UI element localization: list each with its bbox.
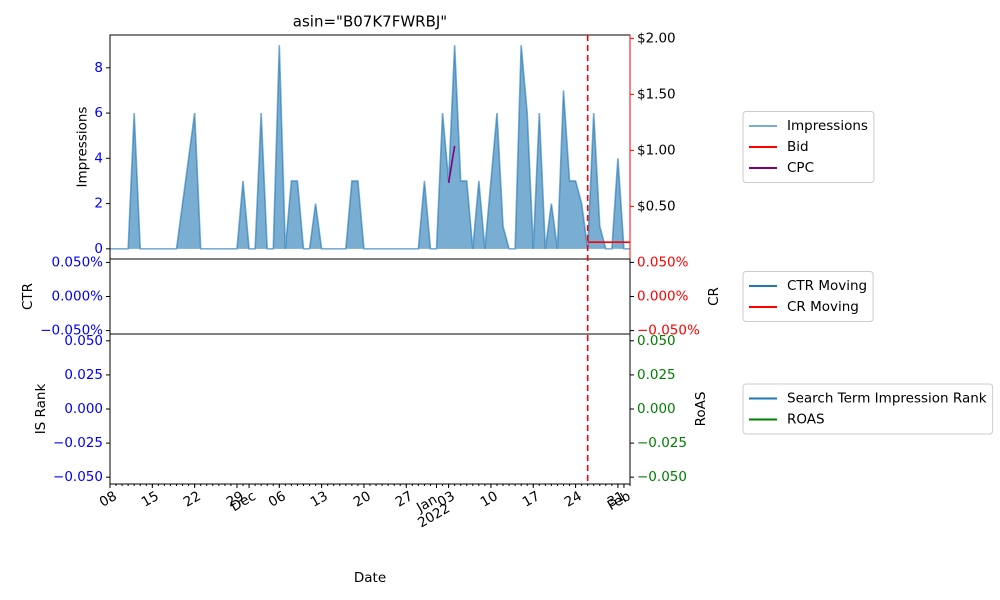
y2-tick-label: 0.000 (637, 401, 676, 417)
legend: Search Term Impression Rank ROAS (742, 383, 994, 435)
legend: Impressions Bid CPC (742, 111, 875, 183)
legend-label: Search Term Impression Rank (787, 391, 987, 407)
legend-label: CTR Moving (787, 278, 867, 294)
y-tick-label: 0.050% (52, 254, 104, 270)
y-tick-label: 4 (94, 150, 103, 166)
y2-tick-label: 0.050% (637, 254, 689, 270)
legend-label: Impressions (787, 118, 868, 134)
y-tick-label: 0.025 (64, 367, 103, 383)
y2-tick-label: −0.050 (637, 469, 687, 485)
y-axis-label: CTR (20, 283, 36, 310)
y-tick-label: 8 (94, 60, 103, 76)
area-fill (110, 45, 630, 249)
y2-axis-label: RoAS (693, 392, 709, 427)
legend-box (742, 383, 994, 435)
y2-tick-label: $1.50 (637, 86, 676, 102)
legend-label: Bid (787, 139, 809, 155)
legend-box (742, 111, 875, 183)
panel: −0.050% 0.000% 0.050% −0.050% 0.000% 0.050% CT… (20, 254, 874, 339)
y2-tick-label: $1.00 (637, 142, 676, 158)
y-tick-label: 0.000% (52, 289, 104, 305)
axes-frame (109, 258, 631, 335)
y2-axis-label: CR (706, 287, 722, 306)
y2-tick-label: 0.025 (637, 367, 676, 383)
y-tick-label: −0.050% (40, 323, 103, 339)
y-tick-label: 0 (94, 241, 103, 257)
panel: −0.050 −0.025 0.000 0.025 0.050 −0.050 −0.025 0… (33, 333, 994, 488)
y2-tick-label: $0.50 (637, 198, 676, 214)
y2-tick-label: 0.050 (637, 333, 676, 349)
chart-title: asin="B07K7FWRBJ" (293, 13, 447, 31)
legend-label: CPC (787, 160, 814, 176)
y-tick-label: 6 (94, 105, 103, 121)
legend: CTR Moving CR Moving (742, 271, 874, 322)
y-tick-label: 0.000 (64, 401, 103, 417)
legend-box (742, 271, 874, 322)
legend-label: CR Moving (787, 299, 859, 315)
x-axis-label: Date (354, 570, 386, 586)
y-tick-label: −0.050 (53, 469, 103, 485)
legend-label: ROAS (787, 412, 825, 428)
y2-tick-label: −0.025 (637, 435, 687, 451)
y-tick-label: 0.050 (64, 333, 103, 349)
area-line (110, 45, 630, 250)
axes-frame (109, 333, 631, 485)
y2-tick-label: $2.00 (637, 30, 676, 46)
y-axis-label: Impressions (74, 107, 90, 188)
series-line (447, 145, 456, 183)
y-tick-label: −0.025 (53, 435, 103, 451)
y2-tick-label: 0.000% (637, 289, 689, 305)
y-tick-label: 2 (94, 196, 103, 212)
y2-tick-label: −0.050% (637, 323, 700, 339)
y-axis-label: IS Rank (33, 384, 49, 435)
